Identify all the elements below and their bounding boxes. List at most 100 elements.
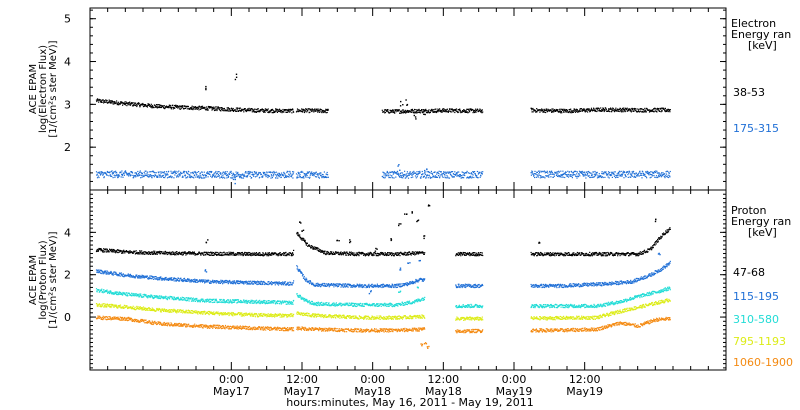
data-point <box>147 104 149 106</box>
data-point <box>236 173 238 175</box>
data-point <box>598 253 600 255</box>
data-point <box>627 176 629 178</box>
data-point <box>244 254 246 256</box>
data-point <box>571 253 573 255</box>
data-point <box>117 275 119 277</box>
data-point <box>604 171 606 173</box>
data-point <box>611 252 613 254</box>
data-point <box>151 176 153 178</box>
data-point <box>144 253 146 255</box>
data-point <box>382 253 384 255</box>
data-point <box>422 252 424 254</box>
data-point <box>308 108 310 110</box>
data-point <box>560 174 563 176</box>
data-point <box>382 254 384 256</box>
data-point <box>277 177 279 179</box>
data-point <box>224 172 226 174</box>
data-point <box>369 253 371 255</box>
data-point <box>601 176 604 178</box>
data-point <box>288 111 290 113</box>
data-point <box>642 252 644 254</box>
data-point <box>130 251 133 253</box>
data-point <box>390 109 392 112</box>
data-point <box>396 252 398 254</box>
data-point <box>234 175 236 177</box>
data-point <box>570 110 572 112</box>
data-point <box>213 281 216 283</box>
data-point <box>310 281 312 283</box>
data-point <box>590 109 592 111</box>
data-point <box>95 99 98 101</box>
data-point <box>146 174 148 176</box>
data-point <box>318 248 320 250</box>
data-point <box>401 252 403 254</box>
data-point <box>101 270 103 272</box>
data-point <box>473 111 475 113</box>
data-point <box>195 281 197 283</box>
data-point <box>459 110 461 112</box>
data-point <box>240 281 242 283</box>
data-point <box>156 175 158 177</box>
data-point <box>108 175 110 177</box>
data-point <box>271 283 273 285</box>
data-point <box>228 251 230 253</box>
data-point <box>239 177 241 179</box>
data-point <box>588 172 590 174</box>
data-point <box>238 110 240 112</box>
data-point <box>659 238 661 240</box>
data-point <box>467 108 470 110</box>
data-point <box>123 276 125 278</box>
data-point <box>463 111 465 113</box>
data-point <box>307 280 310 282</box>
data-point <box>421 252 423 254</box>
data-point <box>589 110 591 112</box>
data-point <box>478 255 480 257</box>
data-point <box>399 173 401 175</box>
data-point <box>213 280 215 282</box>
data-point <box>189 174 191 176</box>
data-point <box>431 108 433 110</box>
data-point <box>175 105 177 107</box>
data-point <box>183 251 185 253</box>
data-point <box>471 177 473 179</box>
data-point <box>558 253 560 255</box>
data-point <box>533 109 535 111</box>
data-point <box>421 251 423 253</box>
data-point <box>149 171 151 173</box>
data-point <box>189 175 191 177</box>
data-point <box>646 108 648 110</box>
data-point <box>561 173 564 175</box>
data-point <box>135 275 137 277</box>
data-point <box>613 253 615 255</box>
data-point <box>161 105 163 107</box>
data-point <box>246 176 248 178</box>
data-point <box>172 253 175 255</box>
data-point <box>473 109 475 111</box>
data-point <box>178 108 181 110</box>
data-point <box>586 108 588 110</box>
data-point <box>653 170 655 173</box>
data-point <box>220 253 222 255</box>
data-point <box>157 106 159 108</box>
data-point <box>573 252 575 254</box>
data-point <box>284 173 286 175</box>
data-point <box>229 281 231 283</box>
data-point <box>542 176 544 178</box>
data-point <box>436 173 438 175</box>
data-point <box>122 275 124 277</box>
data-point <box>296 232 298 234</box>
data-point <box>229 109 231 111</box>
data-point <box>127 172 129 175</box>
data-point <box>106 251 108 253</box>
data-point <box>138 102 140 104</box>
data-point <box>449 172 451 174</box>
data-point <box>667 231 670 233</box>
data-point <box>141 103 143 105</box>
data-point <box>601 110 603 112</box>
data-point <box>141 275 143 277</box>
data-point <box>284 284 286 286</box>
data-point <box>412 110 414 112</box>
data-point <box>112 172 114 174</box>
data-point <box>433 109 435 111</box>
data-point <box>177 171 179 173</box>
